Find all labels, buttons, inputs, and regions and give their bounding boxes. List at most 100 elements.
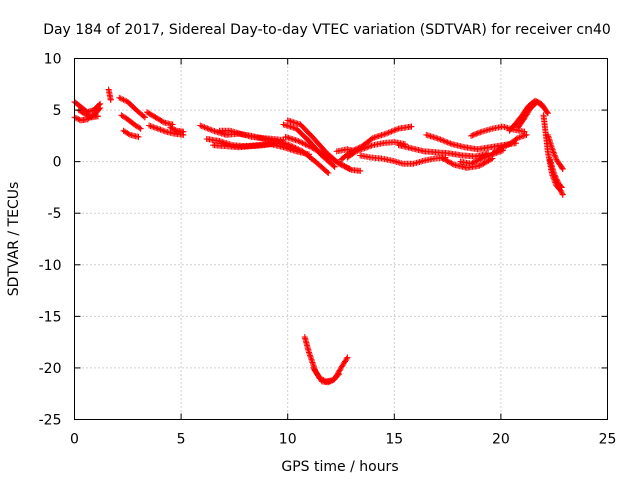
plus-marker xyxy=(119,96,126,103)
plus-marker xyxy=(448,160,455,167)
plus-marker xyxy=(552,155,559,162)
plus-marker xyxy=(334,372,341,379)
plus-marker xyxy=(470,159,477,166)
plus-marker xyxy=(503,142,510,149)
series-s5 xyxy=(116,94,148,121)
plus-marker xyxy=(551,172,558,179)
plus-marker xyxy=(97,105,104,112)
series-s14 xyxy=(216,127,287,143)
plus-marker xyxy=(357,167,364,174)
plus-marker xyxy=(135,133,142,140)
y-tick-labels: -25 -20 -15 -10 -5 0 5 10 xyxy=(39,52,62,429)
plus-marker xyxy=(298,139,305,146)
series-s29 xyxy=(514,98,547,131)
plus-marker xyxy=(544,110,551,117)
series-s21 xyxy=(357,152,449,167)
plot-frame xyxy=(74,58,608,420)
plus-marker xyxy=(552,153,559,160)
plus-marker xyxy=(446,139,453,146)
plus-marker xyxy=(335,160,342,167)
plus-marker xyxy=(316,375,323,382)
plus-marker xyxy=(303,142,310,149)
plus-marker xyxy=(324,168,331,175)
plus-marker xyxy=(146,122,153,129)
plus-marker xyxy=(204,125,211,132)
plus-marker xyxy=(559,191,566,198)
plus-marker xyxy=(436,135,443,142)
plus-marker xyxy=(344,354,351,361)
plus-marker xyxy=(205,125,212,132)
plus-marker xyxy=(153,125,160,132)
series-s3 xyxy=(75,107,101,121)
plus-marker xyxy=(517,133,524,140)
series-s9 xyxy=(146,122,187,138)
plus-marker xyxy=(553,174,560,181)
y-axis-label: SDTVAR / TECUs xyxy=(6,182,22,297)
plus-marker xyxy=(484,153,491,160)
series-s27 xyxy=(489,131,530,157)
series-s8 xyxy=(143,109,176,128)
plus-marker xyxy=(198,123,205,130)
plus-marker xyxy=(481,154,488,161)
plus-marker xyxy=(157,126,164,133)
plus-marker xyxy=(473,158,480,165)
plus-marker xyxy=(523,131,530,138)
plus-marker xyxy=(440,137,447,144)
series-s7 xyxy=(120,127,142,140)
plus-marker xyxy=(470,131,477,138)
plus-marker xyxy=(314,147,321,154)
plus-marker xyxy=(317,375,324,382)
plus-marker xyxy=(551,171,558,178)
plus-marker xyxy=(520,132,527,139)
plus-marker xyxy=(362,144,369,151)
plus-marker xyxy=(549,145,556,152)
series-s6 xyxy=(118,112,144,132)
plus-marker xyxy=(469,132,476,139)
plus-marker xyxy=(96,106,103,113)
plus-marker xyxy=(368,135,375,142)
plus-marker xyxy=(121,97,128,104)
plus-marker xyxy=(516,134,523,141)
plus-marker xyxy=(354,147,361,154)
plus-marker xyxy=(159,118,166,125)
plus-marker xyxy=(141,114,148,121)
plus-marker xyxy=(558,184,565,191)
plus-marker xyxy=(318,149,325,156)
plus-marker xyxy=(408,123,415,130)
plus-marker xyxy=(207,126,214,133)
plus-marker xyxy=(473,130,480,137)
plus-marker xyxy=(549,146,556,153)
plus-marker xyxy=(340,162,347,169)
plus-marker xyxy=(325,169,332,176)
plus-marker xyxy=(554,177,561,184)
plus-marker xyxy=(480,155,487,162)
plus-marker xyxy=(305,142,312,149)
plus-marker xyxy=(308,144,315,151)
y-tick-label: -20 xyxy=(39,361,62,377)
plus-marker xyxy=(137,125,144,132)
plus-marker xyxy=(317,149,324,156)
plus-marker xyxy=(150,124,157,131)
plus-marker xyxy=(365,143,372,150)
plus-marker xyxy=(474,157,481,164)
x-tick-label: 0 xyxy=(70,432,79,448)
x-tick-label: 20 xyxy=(492,432,510,448)
plus-marker xyxy=(320,377,327,384)
plus-marker xyxy=(147,123,154,130)
plus-marker xyxy=(392,126,399,133)
plus-marker xyxy=(74,115,81,122)
axis-ticks xyxy=(74,58,608,420)
y-tick-label: 10 xyxy=(44,52,62,68)
plus-marker xyxy=(553,176,560,183)
plus-marker xyxy=(357,146,364,153)
y-tick-label: 5 xyxy=(53,103,62,119)
plus-marker xyxy=(352,148,359,155)
plus-marker xyxy=(330,162,337,169)
plus-marker xyxy=(559,165,566,172)
plus-marker xyxy=(440,155,447,162)
plus-marker xyxy=(477,129,484,136)
plus-marker xyxy=(482,159,489,166)
plus-marker xyxy=(449,161,456,168)
plus-marker xyxy=(167,124,174,131)
